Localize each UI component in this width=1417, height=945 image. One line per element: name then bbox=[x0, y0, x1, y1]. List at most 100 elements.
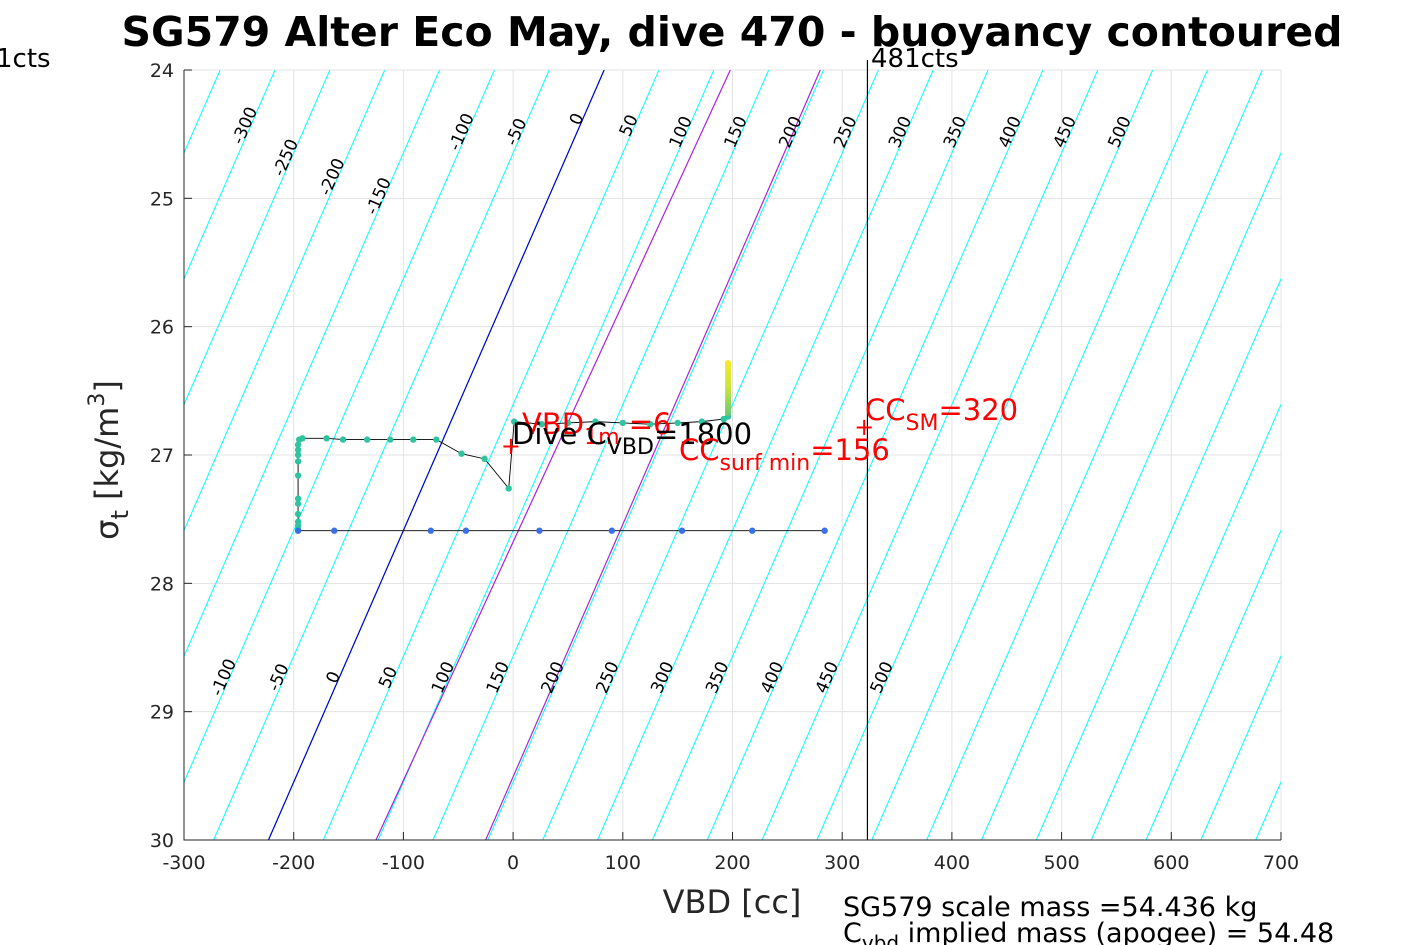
data-point bbox=[619, 419, 626, 427]
contour-line bbox=[0, 70, 1, 840]
data-point bbox=[294, 446, 302, 454]
data-point bbox=[427, 527, 435, 534]
contour-line bbox=[322, 70, 660, 840]
data-point bbox=[331, 527, 338, 534]
data-point bbox=[363, 436, 371, 443]
data-point bbox=[294, 495, 302, 502]
data-point bbox=[536, 527, 543, 534]
x-tick-label: -100 bbox=[382, 852, 425, 874]
data-point bbox=[323, 435, 330, 442]
data-point bbox=[299, 435, 306, 442]
contour-line bbox=[1090, 403, 1281, 840]
contour-line bbox=[926, 70, 1263, 840]
contour-line bbox=[213, 70, 550, 840]
grid bbox=[183, 69, 1282, 841]
x-ticks: -300 -200 -100 0 100 200 300 400 500 600 700 bbox=[162, 832, 1299, 874]
x-tick-label: 300 bbox=[824, 852, 860, 874]
data-point bbox=[294, 451, 302, 459]
surface-series-bar bbox=[725, 360, 732, 417]
data-point bbox=[674, 419, 681, 427]
data-point bbox=[608, 527, 616, 534]
x-tick-label: 0 bbox=[507, 852, 519, 874]
left-cts-label: 1cts bbox=[0, 44, 51, 74]
x-tick-label: 100 bbox=[605, 852, 641, 874]
contour-line bbox=[0, 70, 165, 840]
data-point bbox=[294, 458, 302, 465]
y-tick-label: 27 bbox=[150, 445, 174, 467]
contour-line bbox=[1035, 277, 1281, 840]
y-tick-label: 28 bbox=[150, 573, 174, 595]
x-tick-label: 500 bbox=[1043, 852, 1079, 874]
data-point bbox=[294, 518, 302, 525]
data-point bbox=[749, 527, 756, 534]
data-point bbox=[510, 418, 518, 425]
data-point bbox=[458, 450, 465, 457]
x-axis-label: VBD [cc] bbox=[663, 883, 802, 921]
cc-surf-min-annotation: CCsurf min=156 bbox=[679, 433, 890, 476]
contour-line bbox=[981, 151, 1281, 840]
chart-title: SG579 Alter Eco May, dive 470 - buoyancy… bbox=[121, 8, 1342, 56]
marker-plus: + bbox=[501, 432, 521, 460]
dive-series bbox=[294, 360, 828, 534]
data-point bbox=[647, 421, 654, 428]
data-point bbox=[462, 527, 470, 534]
contour-line bbox=[871, 70, 1208, 840]
contour-line bbox=[0, 70, 56, 840]
data-point bbox=[294, 441, 302, 448]
data-point bbox=[538, 421, 545, 428]
data-point bbox=[564, 419, 572, 427]
data-point bbox=[433, 436, 440, 443]
x-tick-label: -200 bbox=[272, 852, 315, 874]
data-point bbox=[294, 500, 302, 507]
data-point bbox=[339, 436, 347, 443]
y-tick-label: 25 bbox=[150, 188, 174, 210]
contour-line bbox=[184, 70, 331, 406]
dive-cvbd-annotation: Dive CVBD=1800 bbox=[512, 417, 752, 460]
contour-line bbox=[432, 70, 770, 840]
contour-line bbox=[184, 70, 495, 784]
x-tick-label: -300 bbox=[162, 852, 205, 874]
x-tick-label: 700 bbox=[1263, 852, 1299, 874]
y-axis-label: σt [kg/m3] bbox=[85, 380, 134, 540]
contour-line bbox=[377, 70, 715, 840]
markers: ++ bbox=[501, 413, 874, 460]
series-path bbox=[297, 416, 729, 530]
contour-line bbox=[816, 70, 1154, 840]
contour-line bbox=[1311, 70, 1417, 840]
x-tick-label: 400 bbox=[934, 852, 970, 874]
contour-line bbox=[184, 70, 441, 658]
contour-line bbox=[184, 70, 386, 532]
y-tick-label: 26 bbox=[150, 317, 174, 339]
x-tick-label: 200 bbox=[714, 852, 750, 874]
contour-line bbox=[1365, 70, 1417, 840]
data-point bbox=[294, 510, 302, 518]
data-point bbox=[410, 436, 417, 443]
data-point bbox=[678, 527, 686, 534]
contour-line bbox=[1200, 655, 1281, 840]
vertical-line-label: 481cts bbox=[871, 44, 959, 74]
data-point bbox=[294, 527, 302, 534]
contour-line bbox=[487, 70, 825, 840]
data-point bbox=[294, 472, 302, 479]
vbd-1m-annotation: VBD1m =6 bbox=[522, 407, 671, 450]
svg-text:σt [kg/m3]: σt [kg/m3] bbox=[85, 380, 134, 540]
data-point bbox=[387, 436, 394, 443]
contour-line bbox=[542, 70, 879, 840]
y-tick-label: 24 bbox=[150, 60, 174, 82]
data-point bbox=[698, 418, 705, 425]
y-ticks: 24 25 26 27 28 29 30 bbox=[150, 60, 192, 852]
contour-line bbox=[761, 70, 1099, 840]
y-tick-label: 29 bbox=[150, 702, 174, 724]
marker-plus: + bbox=[854, 413, 874, 441]
buoyancy-contours bbox=[0, 70, 1417, 840]
contour-line bbox=[184, 70, 276, 281]
implied-mass-note: Cvbd implied mass (apogee) = 54.48 bbox=[843, 918, 1334, 945]
data-point bbox=[592, 418, 599, 425]
reference-lines bbox=[267, 70, 821, 840]
x-tick-label: 600 bbox=[1153, 852, 1189, 874]
data-point bbox=[481, 455, 488, 463]
contour-line bbox=[706, 70, 1044, 840]
reference-line bbox=[267, 70, 605, 840]
contour-line bbox=[651, 70, 989, 840]
